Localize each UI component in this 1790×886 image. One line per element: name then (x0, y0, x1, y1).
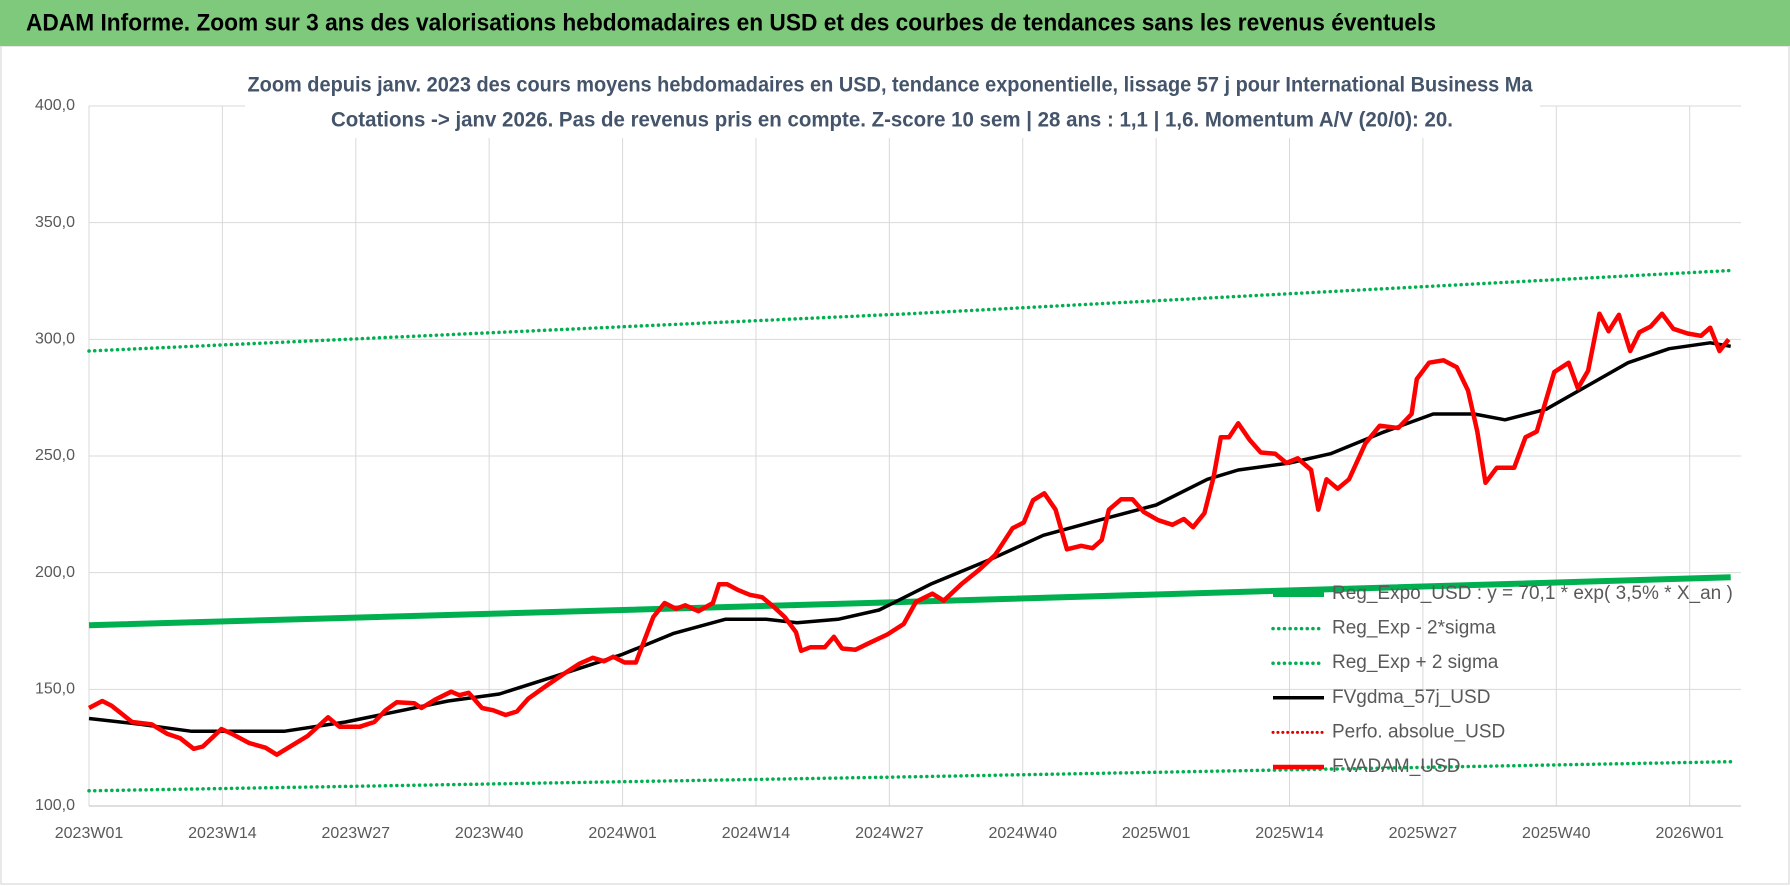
series-line (87, 311, 1731, 757)
series-line (87, 759, 1733, 793)
legend-label: FVADAM_USD (1332, 756, 1460, 777)
y-tick-label: 150,0 (35, 681, 75, 698)
y-tick-label: 100,0 (35, 797, 75, 814)
x-tick-label: 2024W14 (722, 825, 791, 842)
x-tick-label: 2025W27 (1389, 825, 1458, 842)
chart-frame (0, 45, 1790, 885)
chart-title: Zoom depuis janv. 2023 des cours moyens … (248, 74, 1533, 97)
header-title: ADAM Informe. Zoom sur 3 ans des valoris… (26, 9, 1436, 36)
x-tick-label: 2023W01 (55, 825, 124, 842)
x-tick-label: 2025W01 (1122, 825, 1191, 842)
x-tick-label: 2024W01 (588, 825, 657, 842)
x-tick-label: 2023W27 (322, 825, 391, 842)
x-tick-label: 2023W40 (455, 825, 524, 842)
legend-label: Reg_Expo_USD : y = 70,1 * exp( 3,5% * X_… (1332, 583, 1733, 604)
x-tick-label: 2024W27 (855, 825, 924, 842)
chart-subtitle: Cotations -> janv 2026. Pas de revenus p… (331, 109, 1453, 132)
x-tick-label: 2025W40 (1522, 825, 1591, 842)
series-line (88, 574, 1731, 629)
legend-label: Reg_Exp - 2*sigma (1332, 618, 1496, 639)
y-tick-label: 200,0 (35, 564, 75, 581)
series-line (87, 268, 1733, 353)
legend-label: Reg_Exp + 2 sigma (1332, 652, 1499, 673)
legend-label: Perfo. absolue_USD (1332, 721, 1505, 742)
title-box (245, 68, 1540, 138)
y-tick-label: 300,0 (35, 331, 75, 348)
x-tick-label: 2026W01 (1655, 825, 1724, 842)
x-tick-label: 2023W14 (188, 825, 257, 842)
y-tick-label: 250,0 (35, 447, 75, 464)
y-tick-label: 350,0 (35, 214, 75, 231)
legend-label: FVgdma_57j_USD (1332, 687, 1490, 708)
x-tick-label: 2024W40 (988, 825, 1057, 842)
x-tick-label: 2025W14 (1255, 825, 1324, 842)
header-bar (0, 0, 1790, 46)
y-tick-label: 400,0 (35, 97, 75, 114)
